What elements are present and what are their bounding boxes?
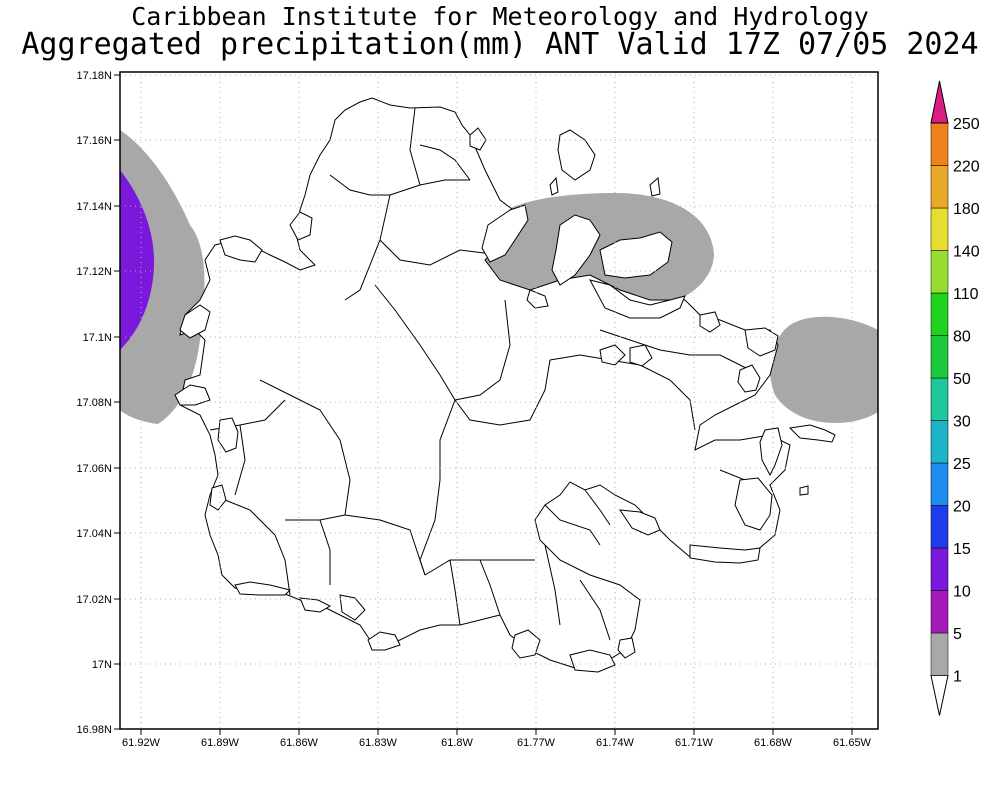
east-area [770, 316, 878, 423]
lon-tick-label: 61.71W [675, 737, 714, 749]
colorbar-level-label: 25 [953, 456, 971, 473]
offshore-islets [174, 127, 836, 673]
colorbar-level-label: 50 [953, 371, 971, 388]
colorbar-segment [930, 165, 949, 209]
lat-tick-label: 17.18N [77, 70, 113, 82]
map-title-product: Aggregated precipitation(mm) ANT Valid 1… [21, 27, 979, 62]
lat-tick-label: 17.14N [77, 201, 113, 213]
colorbar-segment [930, 292, 949, 336]
colorbar-level-label: 15 [953, 541, 971, 558]
colorbar-segment [930, 420, 949, 464]
lat-tick-label: 17.1N [83, 332, 112, 344]
parish-boundaries [209, 107, 761, 641]
plot-frame [119, 71, 879, 730]
west-edge-area [120, 130, 205, 424]
colorbar-level-label: 250 [953, 116, 980, 133]
lat-tick-label: 17.02N [77, 594, 113, 606]
colorbar-level-label: 30 [953, 414, 971, 431]
colorbar-segment [930, 122, 949, 166]
colorbar-level-label: 180 [953, 201, 980, 218]
colorbar-segment [930, 632, 949, 676]
colorbar-level-label: 140 [953, 244, 980, 261]
colorbar-segment [930, 462, 949, 506]
colorbar-level-label: 110 [953, 286, 979, 303]
lat-tick-label: 16.98N [77, 724, 113, 736]
colorbar-segment [930, 250, 949, 294]
lon-tick-label: 61.83W [359, 737, 398, 749]
lat-tick-label: 17N [92, 659, 112, 671]
colorbar-over-arrow [930, 80, 949, 124]
lat-tick-label: 17.06N [77, 463, 113, 475]
lon-tick-label: 61.92W [122, 737, 161, 749]
lon-tick-label: 61.65W [833, 737, 872, 749]
colorbar-segment [930, 590, 949, 634]
colorbar-segment [930, 505, 949, 549]
colorbar-under-arrow [930, 675, 949, 716]
west-edge-core [120, 170, 155, 350]
lat-tick-label: 17.08N [77, 397, 113, 409]
northeast-area [481, 193, 714, 317]
lon-tick-label: 61.8W [441, 737, 473, 749]
lon-tick-label: 61.68W [754, 737, 793, 749]
map-title-institute: Caribbean Institute for Meteorology and … [131, 2, 869, 31]
axis-ticks [114, 74, 853, 735]
colorbar-segment [930, 207, 949, 251]
lon-tick-label: 61.77W [517, 737, 556, 749]
lat-tick-label: 17.12N [77, 266, 113, 278]
lon-tick-label: 61.74W [596, 737, 635, 749]
colorbar-level-label: 80 [953, 329, 971, 346]
lon-tick-label: 61.89W [201, 737, 240, 749]
colorbar-level-label: 10 [953, 584, 971, 601]
colorbar-level-label: 1 [953, 669, 962, 686]
lat-tick-label: 17.04N [77, 528, 113, 540]
colorbar-segment [930, 335, 949, 379]
colorbar-level-label: 220 [953, 159, 980, 176]
colorbar-level-label: 20 [953, 499, 971, 516]
colorbar-segment [930, 547, 949, 591]
colorbar-level-label: 5 [953, 626, 962, 643]
lon-tick-label: 61.86W [280, 737, 319, 749]
colorbar-segment [930, 377, 949, 421]
lat-tick-label: 17.16N [77, 135, 113, 147]
